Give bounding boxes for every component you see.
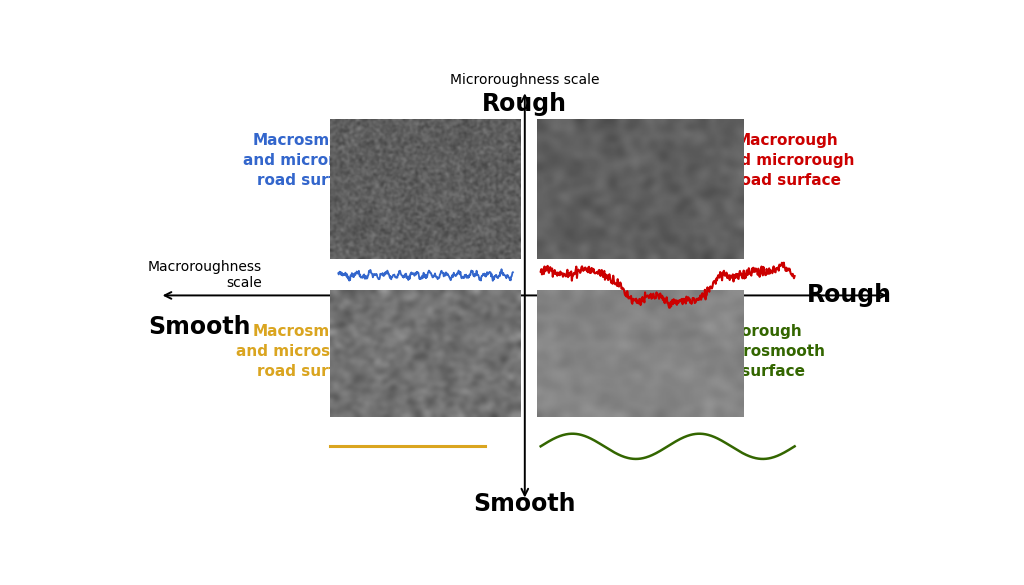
Text: Rough: Rough — [807, 283, 892, 308]
Text: Microroughness scale: Microroughness scale — [451, 73, 599, 87]
Text: Macrorough
and microsmooth
road surface: Macrorough and microsmooth road surface — [677, 325, 825, 379]
Text: Smooth: Smooth — [147, 315, 250, 339]
Text: Rough: Rough — [482, 92, 567, 116]
Text: Smooth: Smooth — [473, 491, 577, 515]
Text: Macrorough
and microrough
road surface: Macrorough and microrough road surface — [719, 133, 854, 188]
Text: Macroroughness
scale: Macroroughness scale — [147, 260, 262, 290]
Text: Macrosmooth
and microrough
road surface: Macrosmooth and microrough road surface — [243, 133, 378, 188]
Text: Macrosmooth
and microsmooth
road surface: Macrosmooth and microsmooth road surface — [236, 325, 385, 379]
